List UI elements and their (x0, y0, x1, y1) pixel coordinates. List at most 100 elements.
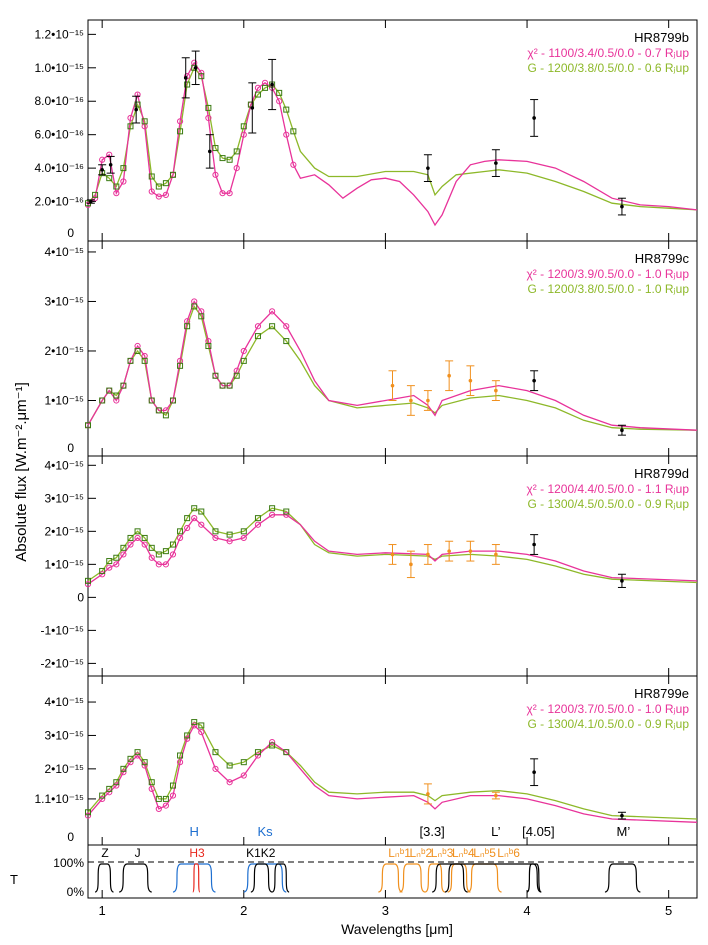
chi2-model-point (155, 805, 162, 813)
x-tick-label: 1 (99, 903, 106, 918)
g-model-point (184, 323, 191, 330)
chi2-model-point (134, 534, 141, 542)
g-model-point (148, 779, 155, 786)
g-model-point (254, 515, 261, 522)
chi2-model-point (269, 308, 276, 315)
chi2-model-point (91, 195, 99, 202)
g-model-point (148, 544, 155, 551)
g-model-point (106, 387, 113, 394)
g-model-point (269, 742, 276, 749)
y-tick-label: 4.0•10⁻¹⁶ (35, 161, 85, 175)
data-point (447, 373, 451, 378)
chi2-model-point (212, 765, 219, 772)
chi2-model-point (169, 792, 177, 799)
g-model-point (155, 407, 162, 414)
data-point (620, 579, 624, 583)
data-point (250, 106, 255, 110)
chi2-model-point (219, 190, 226, 197)
spectrum-panels: 2.0•10⁻¹⁶ 4.0•10⁻¹⁶ 6.0•10⁻¹⁶ 8.0•10⁻¹⁶ 1.0•… (34, 19, 698, 846)
chi2-model-point (127, 114, 134, 122)
data-point (494, 161, 498, 165)
transmission-level-label: 100% (53, 856, 84, 870)
filter-band-curve (118, 863, 152, 893)
filter-band-curve (447, 863, 471, 893)
y-axis-label: Absolute flux [W.m⁻².μm⁻¹] (13, 382, 30, 562)
filter-name-label: Ks (257, 824, 273, 839)
data-point (270, 82, 274, 87)
planet-name: HR8799b (634, 30, 689, 45)
g-model-point (177, 752, 184, 759)
chi2-model-point (162, 802, 169, 809)
filter-band-label: Lₙᵇ3 (431, 846, 454, 860)
g-model-point (169, 541, 176, 548)
g-model-point (205, 343, 212, 350)
g-model-point (184, 515, 191, 522)
g-legend: G - 1200/3.8/0.5/0.0 - 1.0 Rⱼup (527, 282, 689, 296)
g-model-point (169, 171, 176, 178)
g-model-point (184, 81, 191, 88)
chi2-model-point (240, 131, 247, 138)
filter-transmission-panel: 1 2 3 4 5 T 100% 0% Z J H3 K1K2 Lₙᵇ1Lₙᵇ2Lₙᵇ3Lₙᵇ4Lₙᵇ5… (10, 824, 698, 918)
panel-hr8799d: -2•10⁻¹⁵ -1•10⁻¹⁵ 0 1•10⁻¹⁵ 2•10⁻¹⁵ 3•10⁻¹⁵ 4•… (40, 455, 698, 677)
chi2-model-point (233, 165, 240, 172)
chi2-model-point (176, 759, 184, 766)
x-tick-label: 2 (240, 903, 247, 918)
g-model-point (198, 508, 205, 515)
g-model-point (134, 528, 141, 535)
chi2-model-point (127, 759, 134, 766)
panel-hr8799e: 1.1•10⁻¹⁵ 2•10⁻¹⁵ 3•10⁻¹⁵ 4•10⁻¹⁵ 0 HR8799eχ²… (34, 675, 698, 846)
data-point (134, 107, 138, 112)
data-point (468, 549, 473, 553)
g-model-point (212, 145, 219, 152)
g-model-point (177, 528, 184, 535)
y-tick-label: 6.0•10⁻¹⁶ (35, 128, 85, 142)
g-model-point (177, 128, 184, 135)
g-model-point (120, 382, 127, 389)
filter-band-label: Z (101, 846, 108, 860)
g-model-point (85, 577, 91, 584)
data-point (468, 378, 473, 383)
filter-band-curve (192, 863, 201, 893)
filter-band-label: Lₙᵇ6 (497, 846, 520, 860)
data-point (447, 549, 451, 553)
g-model-point (283, 106, 290, 113)
g-model-point (162, 412, 169, 419)
g-model-point (212, 372, 219, 379)
y-tick-label: 4•10⁻¹⁵ (44, 695, 84, 709)
data-point (532, 116, 536, 120)
data-point (620, 428, 624, 432)
g-model-point (162, 548, 169, 555)
y-tick-label: 4•10⁻¹⁵ (44, 245, 84, 259)
filter-name-label: [4.05] (522, 824, 555, 839)
g-model-point (191, 505, 198, 512)
g-model-point (155, 183, 162, 190)
chi2-model-point (99, 795, 106, 803)
chi2-model-point (290, 161, 297, 168)
filter-band-label: H3 (189, 846, 205, 860)
chi2-model-point (120, 551, 127, 558)
y-tick-label: 3•10⁻¹⁵ (44, 294, 84, 308)
g-model-point (113, 779, 120, 786)
y-tick-label: 2.0•10⁻¹⁶ (35, 195, 85, 209)
g-model-curve (87, 66, 698, 211)
g-model-point (184, 732, 191, 739)
g-model-point (240, 759, 247, 766)
data-point (89, 199, 93, 204)
g-model-point (92, 191, 99, 198)
chi2-model-point (240, 772, 247, 779)
data-point (208, 149, 212, 154)
g-model-point (240, 357, 247, 364)
g-model-point (141, 118, 148, 125)
chi2-model-point (269, 739, 276, 746)
filter-band-label: J (135, 846, 141, 860)
chi2-model-point (269, 511, 276, 518)
chi2-model-point (120, 178, 127, 185)
data-point (494, 793, 498, 798)
x-tick-label: 4 (523, 903, 530, 918)
y-zero-label: 0 (67, 226, 74, 240)
g-model-point (120, 544, 127, 551)
filter-band-curve (378, 863, 403, 893)
g-model-point (127, 357, 134, 364)
